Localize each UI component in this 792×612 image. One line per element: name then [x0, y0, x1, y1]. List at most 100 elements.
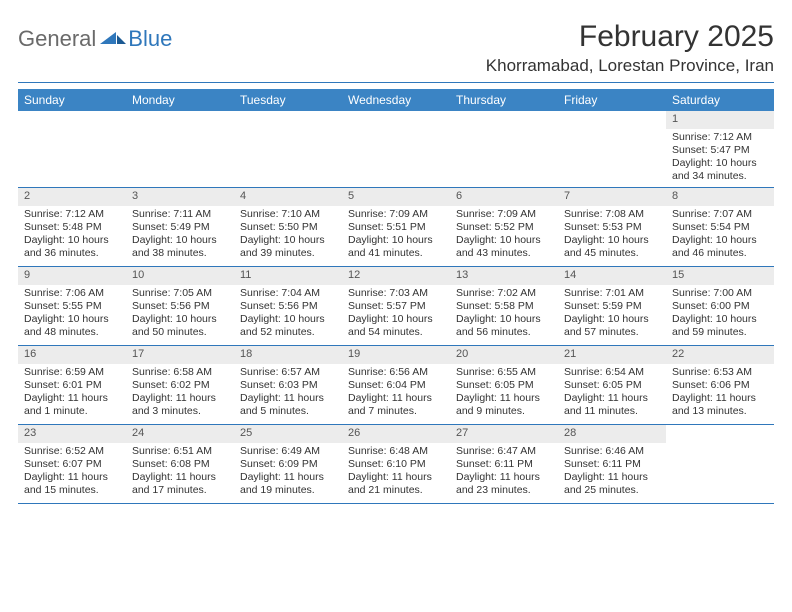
daylight-line: Daylight: 10 hours and 46 minutes.	[672, 234, 768, 260]
sunrise-line: Sunrise: 7:06 AM	[24, 287, 120, 300]
day-cell: 10Sunrise: 7:05 AMSunset: 5:56 PMDayligh…	[126, 267, 234, 345]
day-body: Sunrise: 7:08 AMSunset: 5:53 PMDaylight:…	[558, 208, 666, 261]
calendar-grid: SundayMondayTuesdayWednesdayThursdayFrid…	[18, 89, 774, 504]
sunset-line: Sunset: 5:53 PM	[564, 221, 660, 234]
day-cell: 7 Sunrise: 7:08 AMSunset: 5:53 PMDaylight…	[558, 188, 666, 266]
sunrise-line: Sunrise: 6:51 AM	[132, 445, 228, 458]
day-number: 25	[234, 425, 342, 443]
day-cell: 26 Sunrise: 6:48 AMSunset: 6:10 PMDayligh…	[342, 425, 450, 503]
week-row: 9Sunrise: 7:06 AMSunset: 5:55 PMDaylight…	[18, 267, 774, 346]
sunrise-line: Sunrise: 6:47 AM	[456, 445, 552, 458]
day-cell: 18Sunrise: 6:57 AMSunset: 6:03 PMDayligh…	[234, 346, 342, 424]
day-number: 11	[234, 267, 342, 285]
day-cell	[342, 111, 450, 187]
day-number: 26	[342, 425, 450, 443]
day-number: 5	[342, 188, 450, 206]
sunrise-line: Sunrise: 6:49 AM	[240, 445, 336, 458]
sunset-line: Sunset: 6:05 PM	[564, 379, 660, 392]
daylight-line: Daylight: 10 hours and 45 minutes.	[564, 234, 660, 260]
day-number: 15	[666, 267, 774, 285]
day-cell: 20 Sunrise: 6:55 AMSunset: 6:05 PMDayligh…	[450, 346, 558, 424]
day-body: Sunrise: 7:00 AMSunset: 6:00 PMDaylight:…	[666, 287, 774, 340]
sunset-line: Sunset: 5:55 PM	[24, 300, 120, 313]
day-cell: 28Sunrise: 6:46 AMSunset: 6:11 PMDayligh…	[558, 425, 666, 503]
day-number: 3	[126, 188, 234, 206]
day-number: 2	[18, 188, 126, 206]
sunset-line: Sunset: 5:52 PM	[456, 221, 552, 234]
day-cell: 19Sunrise: 6:56 AMSunset: 6:04 PMDayligh…	[342, 346, 450, 424]
logo: General Blue	[18, 26, 172, 52]
day-number: 20	[450, 346, 558, 364]
day-cell	[558, 111, 666, 187]
sunrise-line: Sunrise: 7:01 AM	[564, 287, 660, 300]
day-body: Sunrise: 6:55 AMSunset: 6:05 PMDaylight:…	[450, 366, 558, 419]
daylight-line: Daylight: 11 hours and 3 minutes.	[132, 392, 228, 418]
day-body: Sunrise: 6:59 AMSunset: 6:01 PMDaylight:…	[18, 366, 126, 419]
day-body: Sunrise: 7:12 AMSunset: 5:48 PMDaylight:…	[18, 208, 126, 261]
sunset-line: Sunset: 6:05 PM	[456, 379, 552, 392]
day-cell: 5Sunrise: 7:09 AMSunset: 5:51 PMDaylight…	[342, 188, 450, 266]
day-body: Sunrise: 6:47 AMSunset: 6:11 PMDaylight:…	[450, 445, 558, 498]
sunrise-line: Sunrise: 6:52 AM	[24, 445, 120, 458]
day-number: 7	[558, 188, 666, 206]
week-row: 1 Sunrise: 7:12 AMSunset: 5:47 PMDaylight…	[18, 111, 774, 188]
day-number: 22	[666, 346, 774, 364]
sunset-line: Sunset: 5:57 PM	[348, 300, 444, 313]
day-number: 28	[558, 425, 666, 443]
sunset-line: Sunset: 5:56 PM	[240, 300, 336, 313]
sunrise-line: Sunrise: 7:10 AM	[240, 208, 336, 221]
week-row: 23Sunrise: 6:52 AMSunset: 6:07 PMDayligh…	[18, 425, 774, 504]
sunrise-line: Sunrise: 6:56 AM	[348, 366, 444, 379]
sunset-line: Sunset: 5:54 PM	[672, 221, 768, 234]
sunrise-line: Sunrise: 6:57 AM	[240, 366, 336, 379]
sunset-line: Sunset: 5:48 PM	[24, 221, 120, 234]
daylight-line: Daylight: 10 hours and 56 minutes.	[456, 313, 552, 339]
day-number: 18	[234, 346, 342, 364]
day-number: 9	[18, 267, 126, 285]
sunrise-line: Sunrise: 7:00 AM	[672, 287, 768, 300]
daylight-line: Daylight: 10 hours and 48 minutes.	[24, 313, 120, 339]
day-cell: 25 Sunrise: 6:49 AMSunset: 6:09 PMDayligh…	[234, 425, 342, 503]
sunrise-line: Sunrise: 7:12 AM	[672, 131, 768, 144]
day-cell: 6Sunrise: 7:09 AMSunset: 5:52 PMDaylight…	[450, 188, 558, 266]
day-cell	[450, 111, 558, 187]
day-body: Sunrise: 7:09 AMSunset: 5:52 PMDaylight:…	[450, 208, 558, 261]
daylight-line: Daylight: 10 hours and 38 minutes.	[132, 234, 228, 260]
sunset-line: Sunset: 5:51 PM	[348, 221, 444, 234]
day-cell: 2 Sunrise: 7:12 AMSunset: 5:48 PMDaylight…	[18, 188, 126, 266]
sunrise-line: Sunrise: 6:58 AM	[132, 366, 228, 379]
daylight-line: Daylight: 11 hours and 5 minutes.	[240, 392, 336, 418]
daylight-line: Daylight: 10 hours and 50 minutes.	[132, 313, 228, 339]
dow-cell: Wednesday	[342, 89, 450, 111]
sunset-line: Sunset: 6:04 PM	[348, 379, 444, 392]
daylight-line: Daylight: 11 hours and 7 minutes.	[348, 392, 444, 418]
sunrise-line: Sunrise: 6:48 AM	[348, 445, 444, 458]
day-cell	[666, 425, 774, 503]
daylight-line: Daylight: 11 hours and 17 minutes.	[132, 471, 228, 497]
day-cell: 9 Sunrise: 7:06 AMSunset: 5:55 PMDaylight…	[18, 267, 126, 345]
sunset-line: Sunset: 6:06 PM	[672, 379, 768, 392]
dow-header-row: SundayMondayTuesdayWednesdayThursdayFrid…	[18, 89, 774, 111]
sunrise-line: Sunrise: 7:04 AM	[240, 287, 336, 300]
day-cell: 1 Sunrise: 7:12 AMSunset: 5:47 PMDaylight…	[666, 111, 774, 187]
dow-cell: Tuesday	[234, 89, 342, 111]
sunset-line: Sunset: 5:50 PM	[240, 221, 336, 234]
day-number: 24	[126, 425, 234, 443]
day-number: 1	[666, 111, 774, 129]
day-body: Sunrise: 7:05 AMSunset: 5:56 PMDaylight:…	[126, 287, 234, 340]
sunset-line: Sunset: 5:56 PM	[132, 300, 228, 313]
day-cell: 21Sunrise: 6:54 AMSunset: 6:05 PMDayligh…	[558, 346, 666, 424]
day-body: Sunrise: 7:10 AMSunset: 5:50 PMDaylight:…	[234, 208, 342, 261]
day-body: Sunrise: 6:48 AMSunset: 6:10 PMDaylight:…	[342, 445, 450, 498]
sunset-line: Sunset: 6:10 PM	[348, 458, 444, 471]
dow-cell: Thursday	[450, 89, 558, 111]
day-body: Sunrise: 7:07 AMSunset: 5:54 PMDaylight:…	[666, 208, 774, 261]
sunrise-line: Sunrise: 7:12 AM	[24, 208, 120, 221]
sunrise-line: Sunrise: 7:09 AM	[348, 208, 444, 221]
sunset-line: Sunset: 5:59 PM	[564, 300, 660, 313]
location-line: Khorramabad, Lorestan Province, Iran	[486, 56, 774, 76]
sunset-line: Sunset: 6:07 PM	[24, 458, 120, 471]
day-body: Sunrise: 6:49 AMSunset: 6:09 PMDaylight:…	[234, 445, 342, 498]
day-body: Sunrise: 6:52 AMSunset: 6:07 PMDaylight:…	[18, 445, 126, 498]
day-body: Sunrise: 7:12 AMSunset: 5:47 PMDaylight:…	[666, 131, 774, 184]
